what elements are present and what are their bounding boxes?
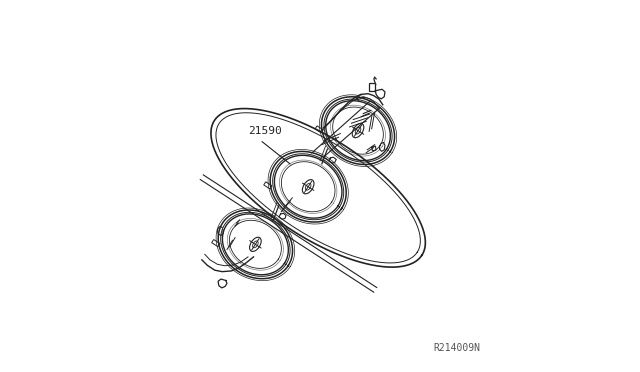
Bar	[212, 240, 220, 247]
Bar	[264, 182, 272, 189]
Text: R214009N: R214009N	[434, 343, 481, 353]
Bar	[315, 126, 323, 133]
Text: 21590: 21590	[248, 126, 282, 136]
